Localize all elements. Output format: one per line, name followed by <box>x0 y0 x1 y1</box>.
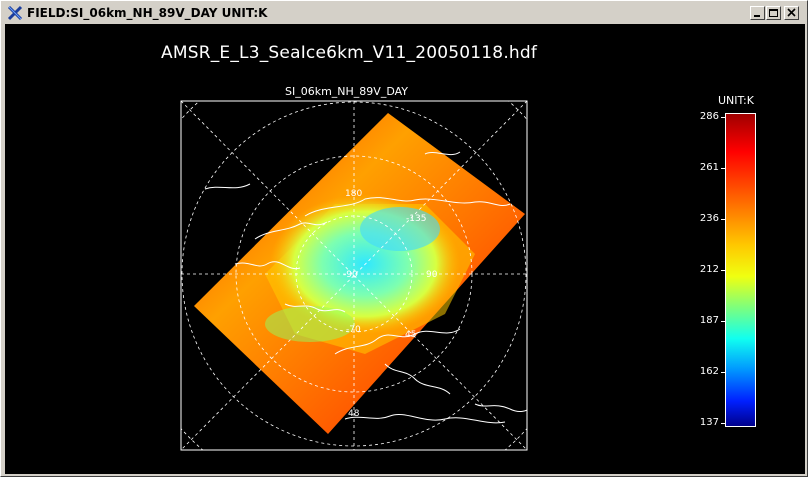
close-icon <box>787 8 796 17</box>
colorbar-tick-mark <box>721 372 725 373</box>
label-neg90: -90 <box>343 270 358 280</box>
maximize-button[interactable] <box>766 6 781 20</box>
title-bar[interactable]: FIELD:SI_06km_NH_89V_DAY UNIT:K <box>3 3 805 23</box>
graticule-labels: 180 -135 90 -90 -70 45 48 <box>343 189 438 419</box>
colorbar-tick-mark <box>721 168 725 169</box>
window-title: FIELD:SI_06km_NH_89V_DAY UNIT:K <box>27 6 268 20</box>
meridian-lines <box>181 101 527 450</box>
coastlines <box>204 151 527 424</box>
idl-app-icon <box>7 5 23 21</box>
colorbar-tick-label: 212 <box>699 264 719 275</box>
colorbar-tick-mark <box>721 219 725 220</box>
colorbar-tick-mark <box>721 423 725 424</box>
colorbar-title: UNIT:K <box>718 94 754 107</box>
plot-canvas: AMSR_E_L3_SeaIce6km_V11_20050118.hdf SI_… <box>5 24 805 474</box>
colorbar-tick-label: 162 <box>699 366 719 377</box>
colorbar-tick-label: 236 <box>699 213 719 224</box>
label-135: -135 <box>406 214 426 224</box>
colorbar-tick-mark <box>721 321 725 322</box>
colorbar-tick-mark <box>721 117 725 118</box>
colorbar-tick-label: 137 <box>699 417 719 428</box>
colorbar-tick-mark <box>721 270 725 271</box>
label-70: -70 <box>346 325 361 335</box>
cold-patch-2 <box>265 306 355 342</box>
label-48: 48 <box>348 409 360 419</box>
polar-map: 180 -135 90 -90 -70 45 48 <box>180 100 528 451</box>
label-90: 90 <box>426 270 438 280</box>
label-45: 45 <box>405 330 416 340</box>
minimize-icon <box>754 15 760 17</box>
map-title: SI_06km_NH_89V_DAY <box>285 85 408 98</box>
plot-title: AMSR_E_L3_SeaIce6km_V11_20050118.hdf <box>161 43 538 63</box>
colorbar-tick-label: 261 <box>699 162 719 173</box>
minimize-button[interactable] <box>750 6 765 20</box>
close-button[interactable] <box>784 6 799 20</box>
colorbar-tick-label: 187 <box>699 315 719 326</box>
colorbar-tick-label: 286 <box>699 111 719 122</box>
label-180: 180 <box>345 189 362 199</box>
colorbar <box>725 113 756 427</box>
maximize-icon <box>769 9 778 17</box>
